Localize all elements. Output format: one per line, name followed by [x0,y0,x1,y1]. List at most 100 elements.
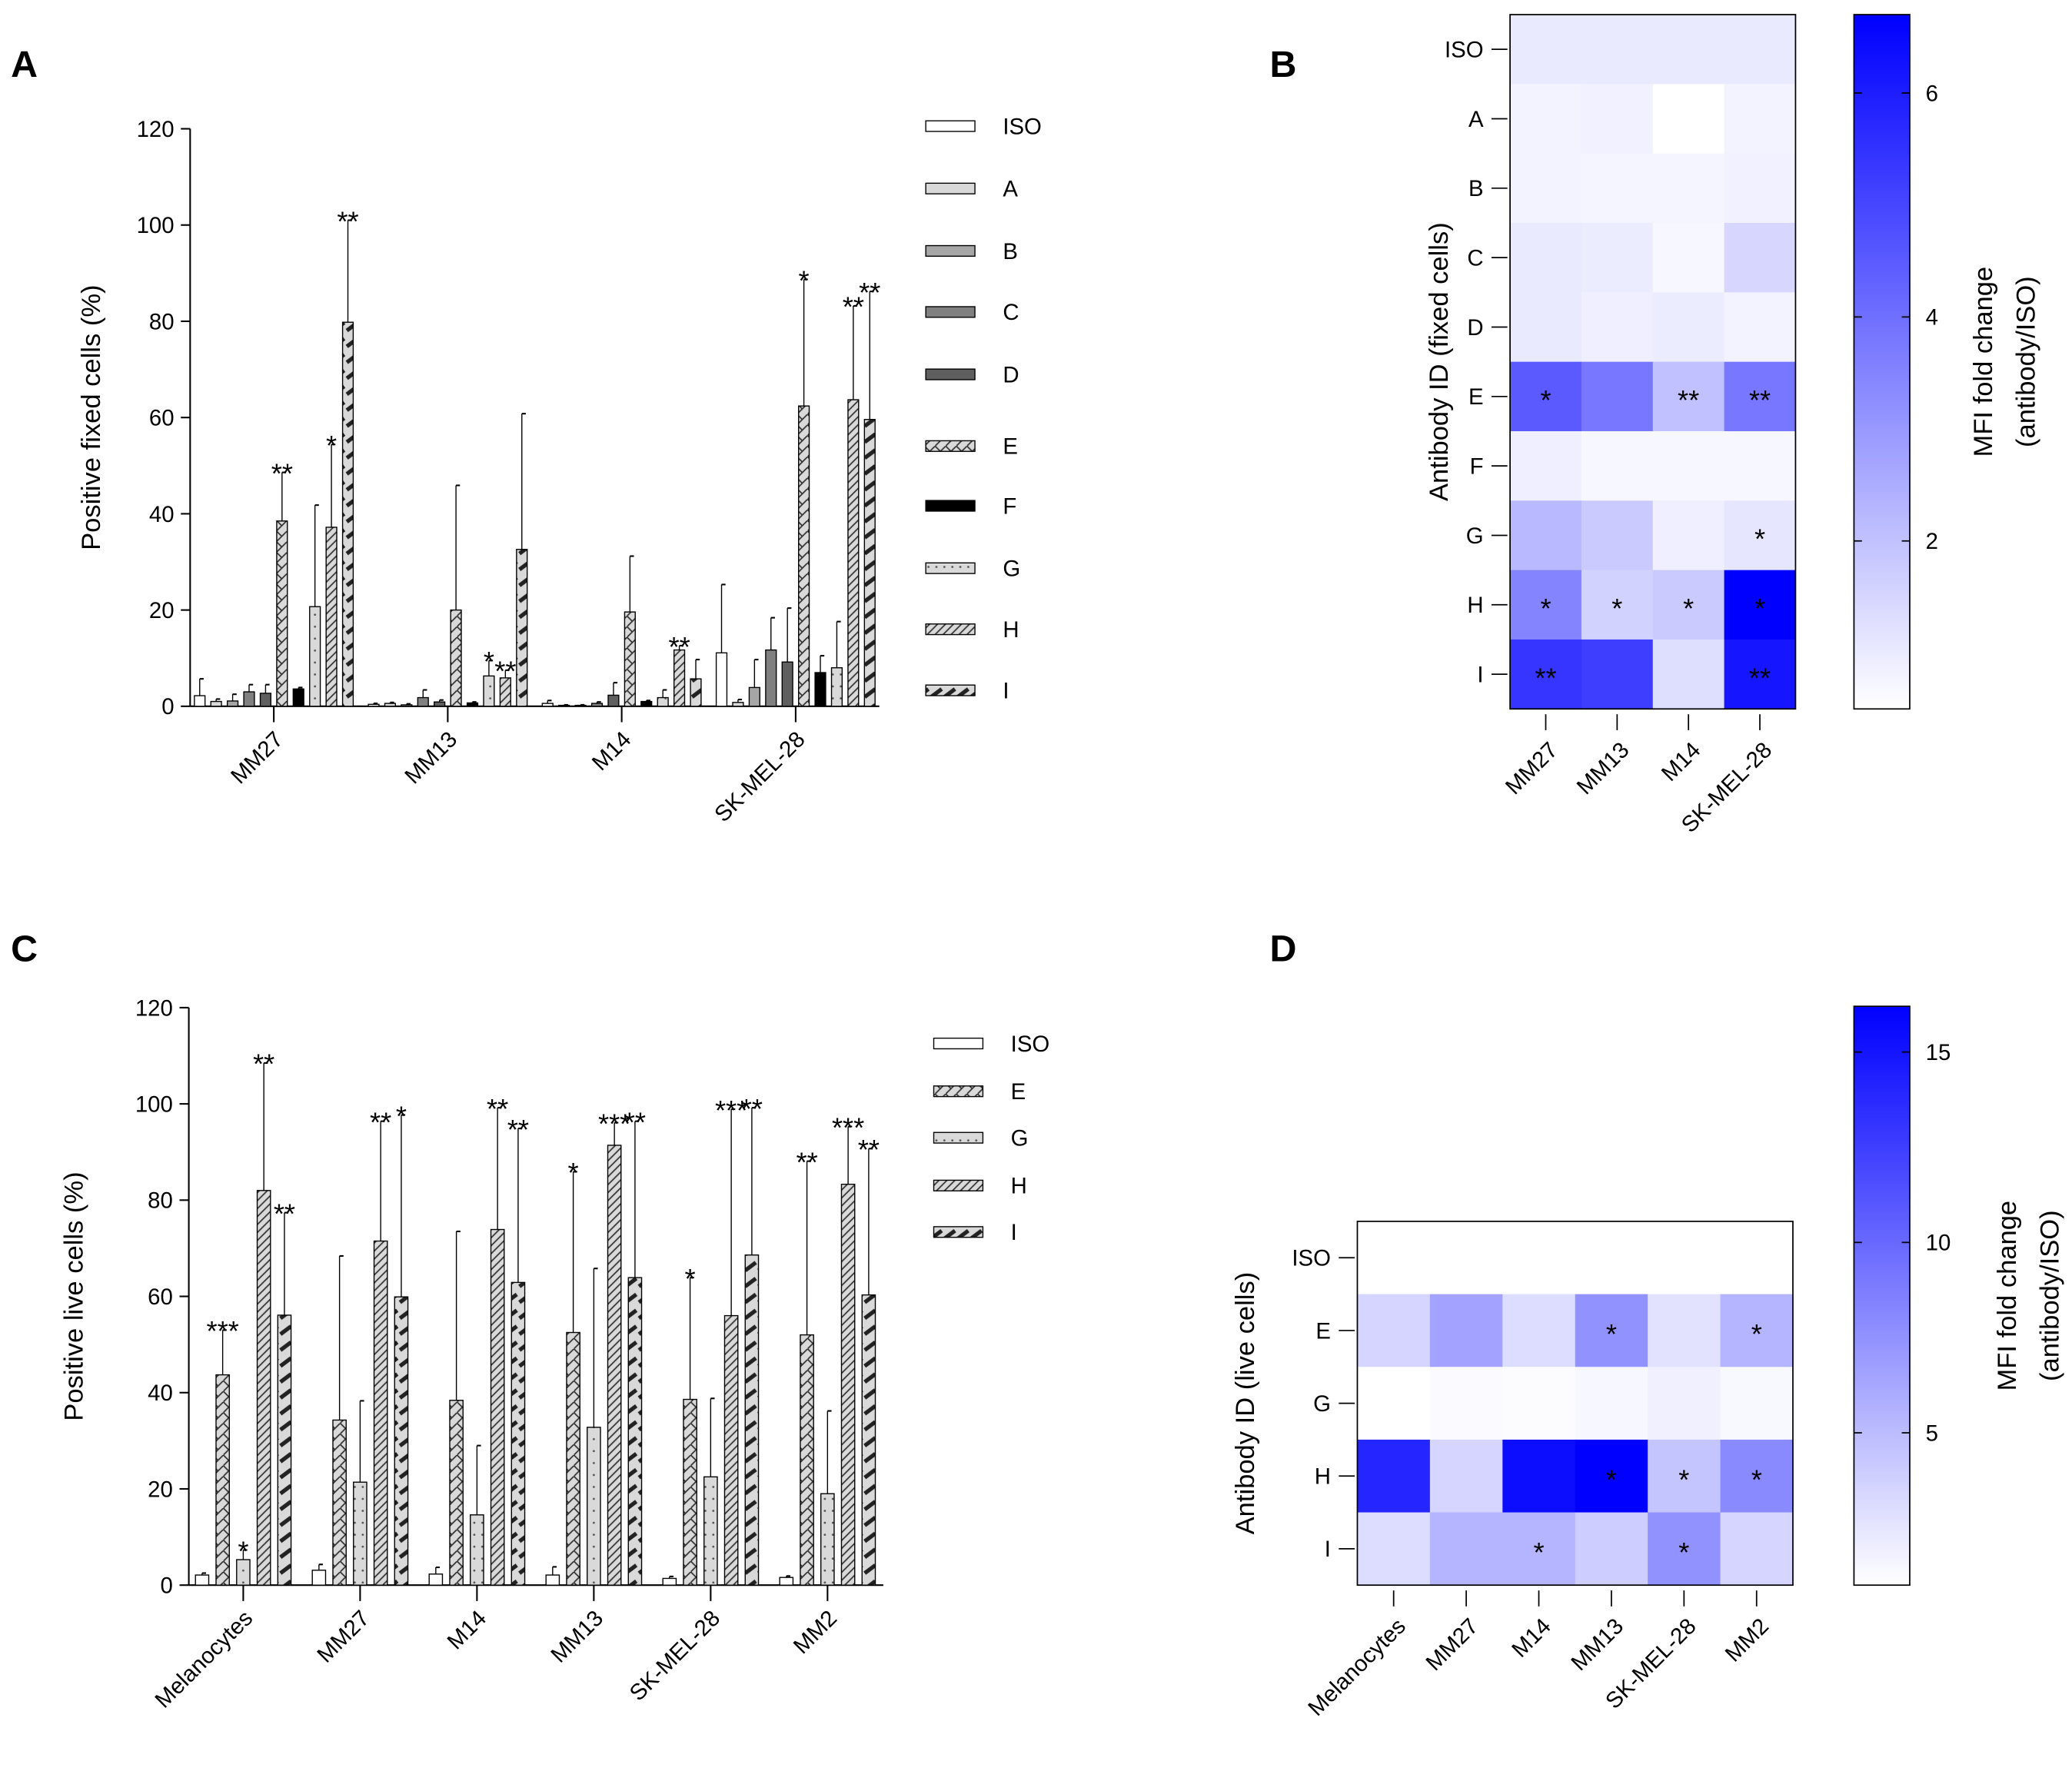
y-tick-label: 100 [137,213,175,238]
y-axis-title: Positive live cells (%) [59,1171,88,1420]
y-tick-label: 20 [149,598,175,623]
bar-i [341,321,354,707]
row-label: C [1467,246,1483,271]
heatmap-cell [1502,1294,1576,1367]
bar-f [640,700,653,707]
x-tick-label: SK-MEL-28 [710,726,810,827]
bar-g [236,1559,251,1586]
bar-g [309,606,321,707]
y-tick-label: 60 [148,1284,173,1310]
bar-g [657,696,669,707]
significance-stars: ** [668,631,690,663]
bar-g [353,1481,368,1586]
legend-swatch [925,440,976,452]
significance-stars: ** [1749,662,1771,693]
legend-label: ISO [1003,114,1042,139]
bar-g [820,1493,835,1586]
colorbar [1853,1005,1911,1587]
heatmap-cell [1652,500,1725,571]
significance-stars: * [1678,1464,1689,1496]
bar-i [516,549,528,707]
heatmap-cell [1652,84,1725,155]
bar-i [690,678,702,707]
row-label: E [1468,384,1484,410]
significance-stars: ** [858,1134,880,1165]
heatmap-cell [1581,153,1654,224]
bar-c [243,691,255,707]
heatmap-cell [1720,1221,1794,1295]
legend-label: I [1003,678,1009,703]
y-tick-label: 120 [137,117,175,142]
bar-e [332,1419,347,1586]
heatmap-cell [1724,14,1796,85]
legend-label: D [1003,362,1019,387]
heatmap-cell [1652,153,1725,224]
significance-stars: ** [843,291,864,323]
bar-a [210,700,222,707]
colorbar [1853,14,1911,710]
legend-label: B [1003,239,1018,264]
legend-swatch [925,182,976,194]
panel-label-b: B [1269,44,1296,85]
bar-d [259,693,272,707]
colorbar-tick-label: 6 [1926,81,1938,106]
bar-f [466,702,479,707]
significance-stars: *** [598,1108,630,1139]
heatmap-cell [1575,1294,1648,1367]
significance-stars: * [568,1157,579,1188]
colorbar-title-line2: (antibody/ISO) [2035,1210,2064,1381]
row-label: ISO [1292,1246,1331,1271]
significance-stars: ** [337,205,358,237]
heatmap-cell [1652,570,1725,640]
heatmap-cell [1510,500,1582,571]
significance-stars: ** [1749,384,1771,416]
bar-iso [779,1577,794,1586]
bar-h [256,1190,271,1586]
bar-iso [428,1573,444,1586]
legend-label: E [1011,1079,1026,1105]
significance-stars: ** [370,1106,391,1138]
legend-swatch [925,500,976,512]
bar-a [384,703,397,707]
y-tick-label: 0 [161,1573,173,1599]
bar-i [744,1254,760,1586]
heatmap-cell [1648,1294,1721,1367]
y-tick-label: 0 [161,694,174,719]
bar-i [627,1277,643,1586]
significance-stars: * [1540,384,1551,416]
colorbar-tick-label: 4 [1926,305,1938,331]
bar-chart-fixed-cells: 0 20 40 60 80 100 120 Positive fixed cells (%) M… [77,114,1042,827]
significance-stars: * [1540,593,1551,624]
bar-iso [368,703,380,707]
x-tick-label: MM13 [400,726,462,789]
column-label: M14 [1657,737,1706,786]
column-label: Melanocytes [1303,1613,1411,1721]
significance-stars: ** [1678,384,1699,416]
legend-label: A [1003,177,1018,202]
heatmap-cell [1357,1439,1431,1513]
significance-stars: * [1533,1537,1544,1568]
bar-c [590,703,604,707]
bar-b [748,686,760,707]
row-label: H [1467,593,1483,618]
bar-iso [715,652,728,707]
bar-f [814,672,826,707]
heatmap-cell [1724,430,1796,501]
colorbar-title-line1: MFI fold change [1993,1201,2022,1391]
bar-g [470,1514,484,1586]
bar-d [607,694,620,707]
y-tick-label: 60 [149,406,175,431]
y-tick-label: 80 [148,1188,173,1214]
heatmap-cell [1724,639,1796,709]
heatmap-cell [1357,1367,1431,1440]
heatmap-cell [1581,222,1654,293]
heatmap-cell [1652,222,1725,293]
heatmap-cell [1502,1512,1576,1586]
heatmap-cell [1429,1512,1503,1586]
legend-label: H [1011,1174,1027,1199]
bar-e [566,1331,580,1586]
significance-stars: ** [796,1146,817,1178]
heatmap-cell [1502,1221,1576,1295]
bar-h [840,1183,856,1586]
